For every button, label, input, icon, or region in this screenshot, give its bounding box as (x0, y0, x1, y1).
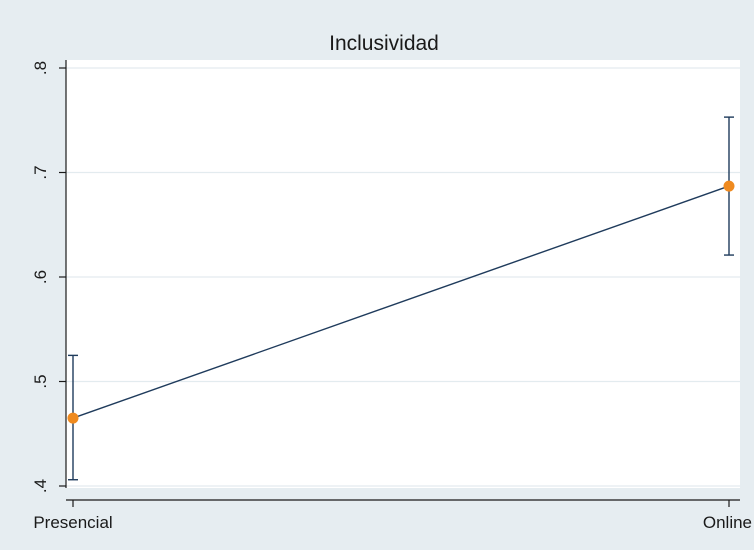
x-tick-label: Online (703, 513, 752, 532)
y-tick-label: .7 (31, 165, 50, 179)
y-tick-label: .8 (31, 61, 50, 75)
data-point (67, 412, 79, 424)
data-point (723, 180, 735, 192)
axes (65, 60, 740, 501)
chart-title: Inclusividad (329, 32, 439, 55)
y-tick-label: .4 (31, 479, 50, 493)
x-ticks: Presencial Online (33, 500, 752, 532)
plot-area (66, 60, 740, 488)
y-tick-label: .6 (31, 270, 50, 284)
x-tick-label: Presencial (33, 513, 112, 532)
y-ticks: .4 .5 .6 .7 .8 (31, 61, 66, 493)
series-line (72, 185, 730, 419)
series (67, 116, 735, 481)
y-tick-label: .5 (31, 374, 50, 388)
